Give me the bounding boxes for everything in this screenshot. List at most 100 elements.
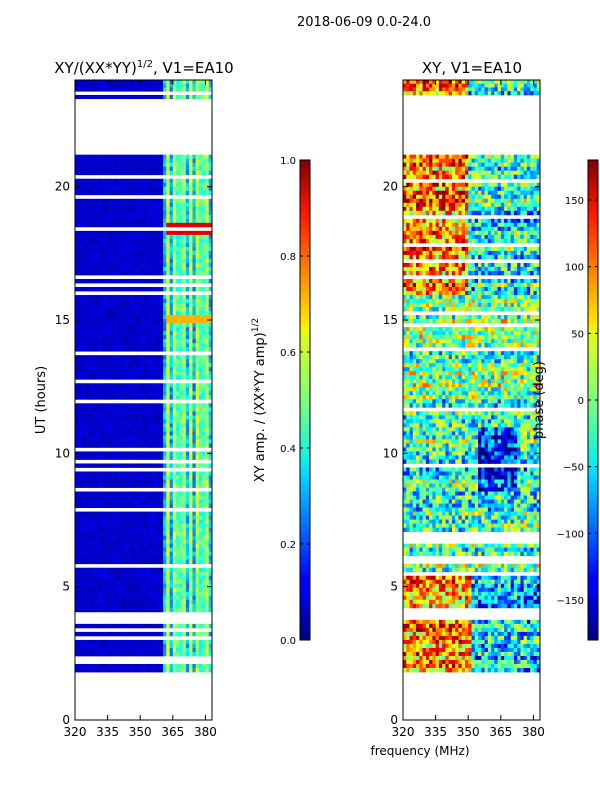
heatmap-cell: [88, 539, 92, 545]
heatmap-cell: [172, 178, 177, 184]
heatmap-cell: [110, 419, 115, 424]
heatmap-cell: [97, 515, 102, 521]
heatmap-cell: [81, 206, 86, 212]
heatmap-cell: [88, 363, 92, 368]
heatmap-cell: [163, 166, 167, 172]
heatmap-cell: [127, 559, 131, 565]
heatmap-cell: [195, 639, 200, 645]
heatmap-cell: [88, 451, 92, 456]
heatmap-cell: [202, 631, 206, 637]
heatmap-cell: [127, 479, 131, 484]
heatmap-cell: [114, 182, 118, 188]
heatmap-cell: [104, 667, 109, 673]
heatmap-cell: [163, 647, 167, 653]
heatmap-cell: [172, 202, 177, 208]
heatmap-cell: [123, 435, 128, 440]
heatmap-cell: [97, 647, 102, 653]
heatmap-cell: [189, 439, 193, 444]
heatmap-cell: [208, 631, 213, 637]
heatmap-cell: [114, 383, 118, 388]
heatmap-cell: [84, 511, 89, 516]
heatmap-cell: [208, 535, 213, 541]
heatmap-cell: [114, 246, 118, 252]
heatmap-cell: [133, 355, 138, 360]
heatmap-cell: [150, 519, 154, 525]
heatmap-cell: [140, 262, 144, 268]
heatmap-cell: [88, 543, 92, 549]
heatmap-cell: [91, 607, 95, 613]
heatmap-cell: [133, 531, 138, 537]
heatmap-cell: [143, 435, 148, 440]
heatmap-cell: [117, 363, 122, 368]
heatmap-cell: [88, 83, 92, 88]
heatmap-cell: [101, 331, 105, 336]
heatmap-cell: [189, 651, 193, 657]
heatmap-cell: [120, 559, 125, 565]
heatmap-cell: [123, 80, 128, 85]
heatmap-cell: [146, 258, 151, 264]
heatmap-cell: [114, 503, 118, 508]
heatmap-cell: [114, 347, 118, 352]
heatmap-cell: [91, 80, 95, 85]
heatmap-cell: [78, 519, 82, 525]
heatmap-cell: [513, 166, 518, 172]
heatmap-cell: [189, 331, 193, 336]
heatmap-cell: [78, 242, 82, 248]
heatmap-cell: [104, 471, 109, 476]
heatmap-cell: [130, 479, 135, 484]
heatmap-cell: [195, 87, 200, 92]
heatmap-cell: [110, 230, 115, 236]
heatmap-cell: [156, 295, 161, 300]
heatmap-cell: [120, 391, 125, 396]
heatmap-cell: [107, 375, 112, 380]
heatmap-cell: [114, 83, 118, 88]
heatmap-cell: [192, 238, 197, 244]
heatmap-cell: [114, 339, 118, 344]
heatmap-cell: [179, 495, 184, 500]
heatmap-cell: [179, 178, 184, 184]
heatmap-cell: [176, 411, 180, 416]
heatmap-cell: [75, 335, 79, 340]
heatmap-cell: [133, 431, 138, 436]
heatmap-cell: [146, 503, 151, 508]
heatmap-cell: [107, 511, 112, 516]
heatmap-cell: [202, 411, 206, 416]
heatmap-cell: [182, 214, 187, 220]
heatmap-cell: [133, 319, 138, 324]
heatmap-cell: [140, 359, 144, 364]
heatmap-cell: [176, 238, 180, 244]
heatmap-cell: [101, 571, 105, 577]
heatmap-cell: [533, 158, 538, 164]
heatmap-cell: [97, 499, 102, 504]
heatmap-cell: [114, 579, 118, 585]
heatmap-cell: [153, 567, 157, 573]
heatmap-cell: [202, 583, 206, 589]
heatmap-cell: [94, 495, 99, 500]
heatmap-cell: [97, 170, 102, 176]
heatmap-cell: [117, 299, 122, 304]
heatmap-cell: [84, 270, 89, 276]
heatmap-cell: [81, 555, 86, 561]
heatmap-cell: [123, 234, 128, 240]
heatmap-cell: [104, 83, 109, 88]
heatmap-cell: [104, 262, 109, 268]
heatmap-cell: [101, 218, 105, 224]
heatmap-cell: [110, 575, 115, 581]
heatmap-cell: [159, 531, 164, 537]
heatmap-cell: [75, 202, 79, 208]
heatmap-cell: [104, 315, 109, 320]
heatmap-cell: [205, 455, 210, 460]
heatmap-cell: [176, 190, 180, 196]
heatmap-cell: [75, 186, 79, 192]
heatmap-cell: [205, 575, 210, 581]
heatmap-cell: [185, 583, 190, 589]
heatmap-cell: [117, 475, 122, 480]
heatmap-cell: [205, 94, 210, 100]
heatmap-cell: [107, 238, 112, 244]
heatmap-cell: [143, 303, 148, 308]
heatmap-cell: [133, 154, 138, 160]
heatmap-cell: [198, 579, 203, 585]
heatmap-cell: [195, 595, 200, 601]
heatmap-cell: [78, 499, 82, 504]
heatmap-cell: [136, 158, 141, 164]
